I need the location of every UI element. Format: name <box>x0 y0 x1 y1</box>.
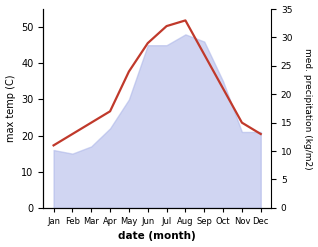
Y-axis label: med. precipitation (kg/m2): med. precipitation (kg/m2) <box>303 48 313 169</box>
X-axis label: date (month): date (month) <box>118 231 196 242</box>
Y-axis label: max temp (C): max temp (C) <box>5 75 16 142</box>
